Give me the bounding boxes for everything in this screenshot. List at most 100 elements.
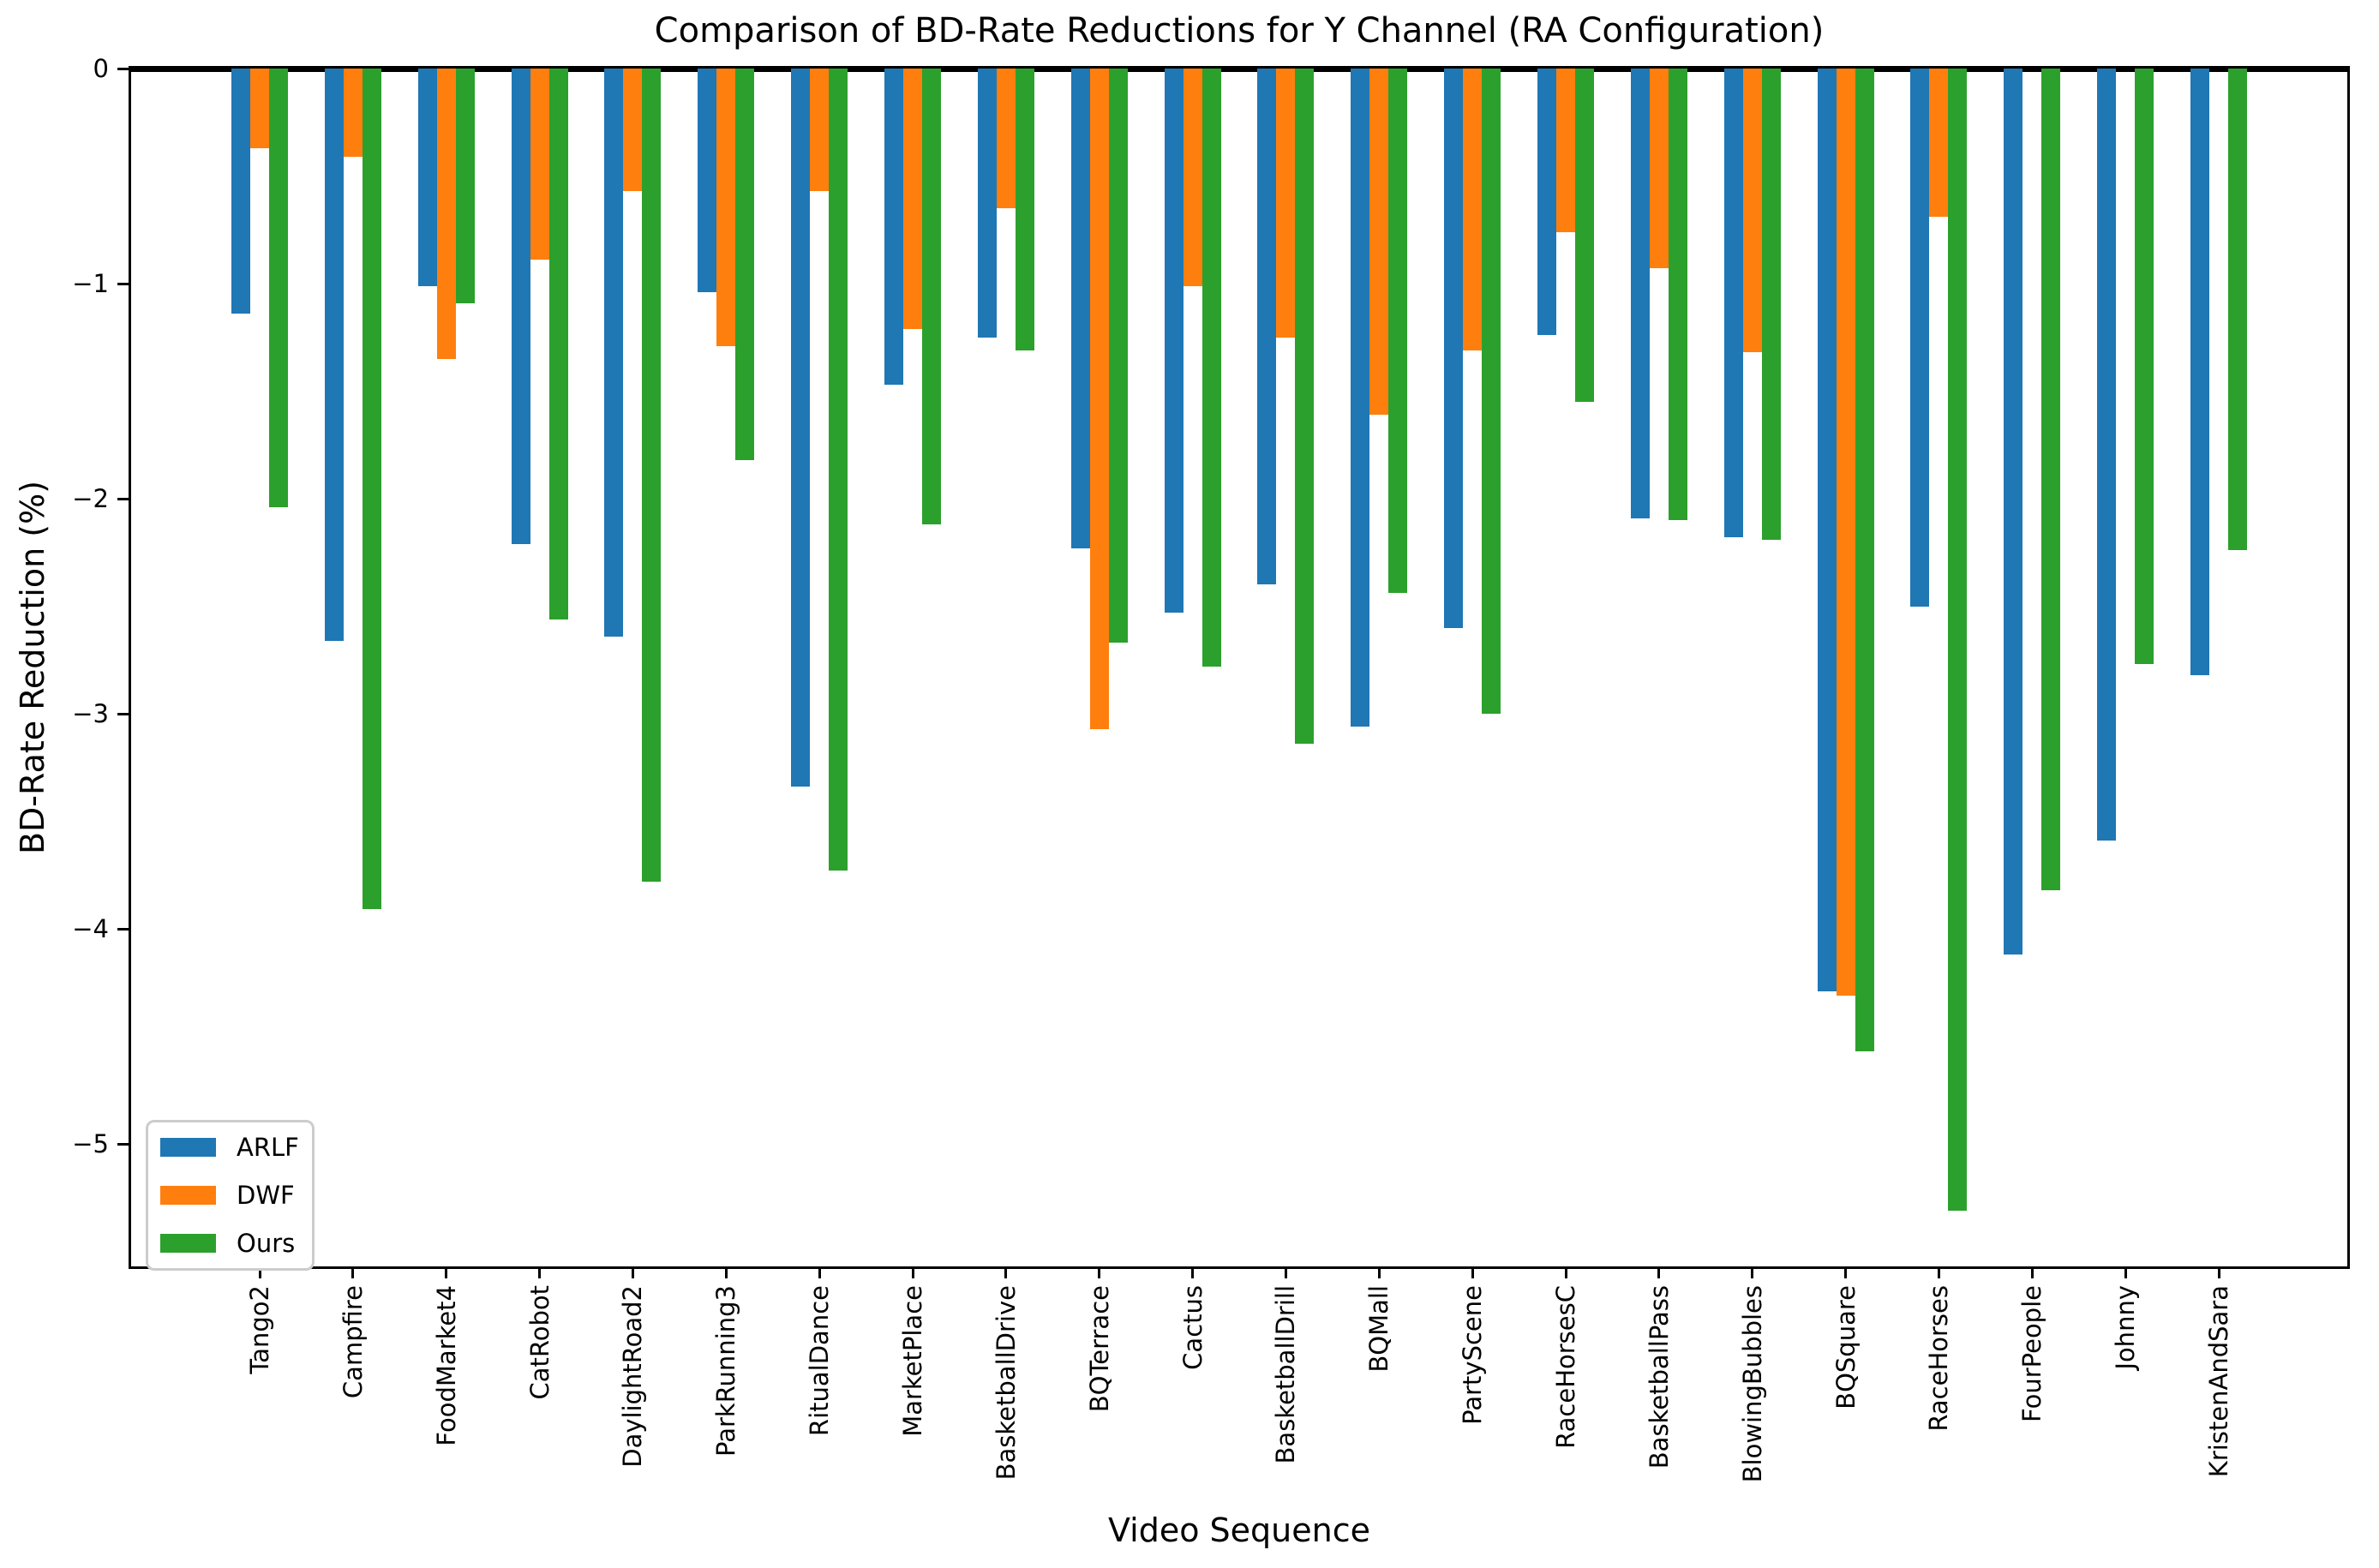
xtick-label-daylightroad2: DaylightRoad2 bbox=[618, 1285, 648, 1468]
bar-arlf-parkrunning3 bbox=[698, 69, 717, 292]
bar-arlf-bqsquare bbox=[1817, 69, 1837, 991]
bar-ours-blowingbubbles bbox=[1761, 69, 1781, 540]
xtick-mark-catrobot bbox=[538, 1266, 542, 1278]
zero-baseline bbox=[131, 69, 2347, 72]
bar-arlf-bqterrace bbox=[1070, 69, 1090, 548]
bar-ours-racehorses bbox=[1948, 69, 1968, 1211]
bar-dwf-tango2 bbox=[250, 69, 269, 148]
xtick-mark-cactus bbox=[1191, 1266, 1195, 1278]
xtick-mark-parkrunning3 bbox=[724, 1266, 728, 1278]
bar-dwf-ritualdance bbox=[810, 69, 830, 191]
xtick-label-racehorses: RaceHorses bbox=[1924, 1285, 1954, 1432]
legend-swatch-arlf bbox=[160, 1138, 216, 1157]
xtick-label-foodmarket4: FoodMarket4 bbox=[431, 1285, 461, 1446]
bar-ours-ritualdance bbox=[829, 69, 848, 871]
bar-dwf-partyscene bbox=[1463, 69, 1483, 350]
bar-arlf-basketballpass bbox=[1630, 69, 1650, 518]
bar-ours-johnny bbox=[2135, 69, 2154, 664]
ytick-label-4: −4 bbox=[72, 914, 109, 943]
ytick-mark-4 bbox=[117, 927, 129, 931]
bar-dwf-racehorsesc bbox=[1556, 69, 1575, 232]
ytick-label-0: 0 bbox=[93, 54, 109, 83]
xtick-label-partyscene: PartyScene bbox=[1458, 1285, 1488, 1425]
legend-item-ours: Ours bbox=[160, 1230, 298, 1256]
xtick-mark-tango2 bbox=[258, 1266, 261, 1278]
bar-arlf-fourpeople bbox=[2004, 69, 2023, 955]
bar-dwf-blowingbubbles bbox=[1742, 69, 1762, 352]
plot-area bbox=[129, 66, 2350, 1269]
bar-dwf-parkrunning3 bbox=[716, 69, 736, 346]
xtick-label-basketballpass: BasketballPass bbox=[1644, 1285, 1674, 1469]
chart-title: Comparison of BD-Rate Reductions for Y C… bbox=[654, 11, 1825, 51]
bar-ours-parkrunning3 bbox=[735, 69, 755, 460]
bar-ours-basketballdrill bbox=[1295, 69, 1315, 744]
xtick-mark-partyscene bbox=[1471, 1266, 1474, 1278]
bar-arlf-ritualdance bbox=[791, 69, 811, 787]
bar-dwf-bqterrace bbox=[1089, 69, 1109, 729]
bar-ours-basketballdrive bbox=[1015, 69, 1034, 350]
xtick-mark-basketballpass bbox=[1657, 1266, 1661, 1278]
xtick-label-marketplace: MarketPlace bbox=[898, 1285, 927, 1437]
xtick-label-cactus: Cactus bbox=[1178, 1285, 1207, 1370]
xtick-mark-bqsquare bbox=[1844, 1266, 1848, 1278]
xtick-mark-bqterrace bbox=[1098, 1266, 1101, 1278]
xtick-label-bqterrace: BQTerrace bbox=[1084, 1285, 1114, 1413]
bar-ours-marketplace bbox=[922, 69, 941, 524]
xtick-mark-daylightroad2 bbox=[631, 1266, 634, 1278]
bar-ours-racehorsesc bbox=[1575, 69, 1594, 402]
xtick-mark-racehorsesc bbox=[1564, 1266, 1567, 1278]
xtick-label-tango2: Tango2 bbox=[245, 1285, 274, 1374]
xtick-mark-marketplace bbox=[911, 1266, 914, 1278]
bar-dwf-daylightroad2 bbox=[623, 69, 643, 191]
xtick-mark-basketballdrill bbox=[1284, 1266, 1287, 1278]
xtick-mark-kristenandsara bbox=[2217, 1266, 2220, 1278]
bar-ours-kristenandsara bbox=[2228, 69, 2247, 550]
bar-ours-catrobot bbox=[548, 69, 568, 619]
bar-arlf-marketplace bbox=[884, 69, 903, 385]
xtick-label-parkrunning3: ParkRunning3 bbox=[711, 1285, 741, 1457]
bar-dwf-basketballdrill bbox=[1276, 69, 1296, 338]
bar-arlf-foodmarket4 bbox=[417, 69, 437, 286]
ytick-mark-3 bbox=[117, 712, 129, 715]
ytick-mark-0 bbox=[117, 67, 129, 70]
legend-item-dwf: DWF bbox=[160, 1182, 298, 1208]
legend-label-ours: Ours bbox=[237, 1229, 296, 1258]
bar-arlf-campfire bbox=[324, 69, 344, 641]
bar-arlf-catrobot bbox=[511, 69, 530, 544]
legend-label-arlf: ARLF bbox=[237, 1133, 299, 1162]
ytick-label-1: −1 bbox=[72, 269, 109, 298]
bar-ours-campfire bbox=[362, 69, 381, 909]
x-axis-label: Video Sequence bbox=[1108, 1511, 1370, 1549]
bar-ours-bqterrace bbox=[1108, 69, 1128, 643]
ytick-label-3: −3 bbox=[72, 699, 109, 728]
bar-dwf-cactus bbox=[1183, 69, 1202, 286]
ytick-mark-5 bbox=[117, 1142, 129, 1146]
bar-ours-bqmall bbox=[1388, 69, 1408, 593]
bar-ours-cactus bbox=[1201, 69, 1221, 667]
bar-arlf-racehorsesc bbox=[1537, 69, 1556, 335]
xtick-mark-racehorses bbox=[1937, 1266, 1940, 1278]
xtick-mark-blowingbubbles bbox=[1751, 1266, 1754, 1278]
bar-arlf-partyscene bbox=[1444, 69, 1464, 628]
bar-ours-bqsquare bbox=[1855, 69, 1874, 1051]
xtick-label-ritualdance: RitualDance bbox=[805, 1285, 835, 1437]
bar-dwf-bqsquare bbox=[1836, 69, 1855, 996]
xtick-mark-bqmall bbox=[1377, 1266, 1381, 1278]
bar-arlf-cactus bbox=[1164, 69, 1184, 613]
xtick-label-campfire: Campfire bbox=[338, 1285, 368, 1399]
xtick-label-catrobot: CatRobot bbox=[524, 1285, 554, 1400]
bar-dwf-racehorses bbox=[1929, 69, 1949, 217]
bar-dwf-basketballdrive bbox=[996, 69, 1016, 208]
bar-ours-foodmarket4 bbox=[455, 69, 475, 303]
xtick-label-basketballdrill: BasketballDrill bbox=[1271, 1285, 1301, 1464]
bar-ours-basketballpass bbox=[1668, 69, 1687, 520]
bar-arlf-tango2 bbox=[231, 69, 250, 314]
xtick-label-johnny: Johnny bbox=[2111, 1285, 2141, 1370]
ytick-mark-2 bbox=[117, 497, 129, 500]
bar-dwf-bqmall bbox=[1369, 69, 1389, 415]
xtick-mark-ritualdance bbox=[818, 1266, 821, 1278]
bar-arlf-basketballdrive bbox=[977, 69, 997, 338]
xtick-label-bqmall: BQMall bbox=[1364, 1285, 1394, 1373]
ytick-mark-1 bbox=[117, 282, 129, 285]
bar-ours-tango2 bbox=[269, 69, 288, 507]
